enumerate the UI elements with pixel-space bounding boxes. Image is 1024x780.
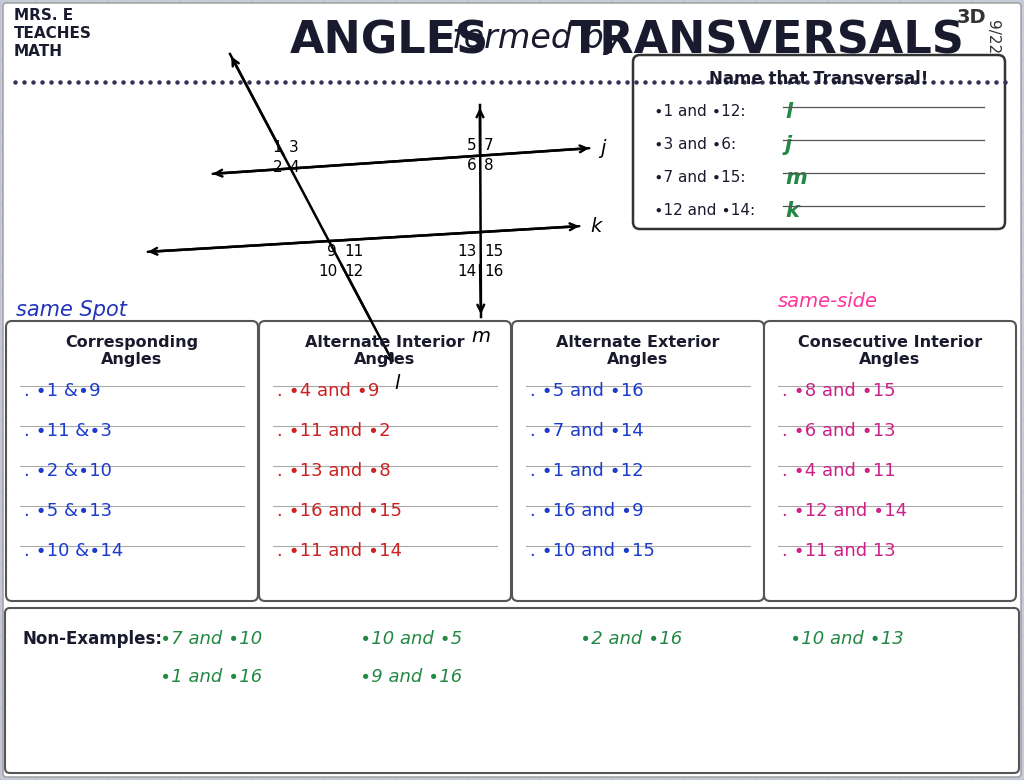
Text: 12: 12 [344, 264, 364, 279]
Text: . ∙2 &∙10: . ∙2 &∙10 [24, 462, 112, 480]
FancyBboxPatch shape [512, 321, 764, 601]
Text: . ∙16 and ∙9: . ∙16 and ∙9 [530, 502, 644, 520]
Text: . ∙10 &∙14: . ∙10 &∙14 [24, 542, 123, 560]
Text: . ∙5 &∙13: . ∙5 &∙13 [24, 502, 112, 520]
Text: ∙10 and ∙5: ∙10 and ∙5 [360, 630, 462, 648]
Text: . ∙11 and 13: . ∙11 and 13 [782, 542, 896, 560]
Text: . ∙13 and ∙8: . ∙13 and ∙8 [278, 462, 390, 480]
Text: j: j [785, 135, 793, 155]
Text: 9/22: 9/22 [985, 20, 1000, 54]
Text: j: j [600, 139, 605, 158]
Text: 4: 4 [289, 160, 299, 175]
Text: ∙2 and ∙16: ∙2 and ∙16 [580, 630, 682, 648]
Text: 11: 11 [344, 244, 364, 259]
Text: ∙1 and ∙16: ∙1 and ∙16 [160, 668, 262, 686]
Text: 15: 15 [484, 244, 503, 259]
Text: . ∙12 and ∙14: . ∙12 and ∙14 [782, 502, 907, 520]
Text: . ∙6 and ∙13: . ∙6 and ∙13 [782, 422, 896, 440]
Text: k: k [785, 201, 799, 221]
Text: 7: 7 [484, 138, 494, 153]
Text: ANGLES: ANGLES [290, 20, 489, 63]
Text: . ∙4 and ∙9: . ∙4 and ∙9 [278, 382, 379, 400]
Text: TRANSVERSALS: TRANSVERSALS [570, 20, 965, 63]
Text: 10: 10 [318, 264, 338, 279]
Text: 3D: 3D [957, 8, 987, 27]
Text: k: k [590, 217, 601, 236]
FancyBboxPatch shape [6, 321, 258, 601]
Text: . ∙1 and ∙12: . ∙1 and ∙12 [530, 462, 644, 480]
Text: ∙1 and ∙12:: ∙1 and ∙12: [654, 104, 745, 119]
Text: Name that Transversal!: Name that Transversal! [710, 70, 929, 88]
Text: m: m [471, 327, 490, 346]
Text: m: m [785, 168, 807, 188]
Text: 5: 5 [467, 138, 477, 153]
FancyBboxPatch shape [5, 608, 1019, 773]
Text: ∙9 and ∙16: ∙9 and ∙16 [360, 668, 462, 686]
Text: 13: 13 [458, 244, 477, 259]
Text: ∙10 and ∙13: ∙10 and ∙13 [790, 630, 904, 648]
Text: Corresponding
Angles: Corresponding Angles [66, 335, 199, 367]
Text: . ∙8 and ∙15: . ∙8 and ∙15 [782, 382, 896, 400]
Text: same Spot: same Spot [16, 300, 127, 320]
Text: MRS. E
TEACHES
MATH: MRS. E TEACHES MATH [14, 8, 92, 59]
Text: 16: 16 [484, 264, 504, 279]
Text: 3: 3 [289, 140, 299, 155]
Text: ∙7 and ∙10: ∙7 and ∙10 [160, 630, 262, 648]
Text: formed by: formed by [452, 22, 624, 55]
Text: 1: 1 [272, 140, 282, 155]
Text: l: l [785, 102, 793, 122]
Text: 8: 8 [484, 158, 494, 173]
Text: 9: 9 [328, 244, 337, 259]
Text: Consecutive Interior
Angles: Consecutive Interior Angles [798, 335, 982, 367]
Text: . ∙11 and ∙2: . ∙11 and ∙2 [278, 422, 390, 440]
Text: Alternate Interior
Angles: Alternate Interior Angles [305, 335, 465, 367]
Text: Non-Examples:: Non-Examples: [22, 630, 162, 648]
Text: ∙12 and ∙14:: ∙12 and ∙14: [654, 203, 755, 218]
FancyBboxPatch shape [633, 55, 1005, 229]
FancyBboxPatch shape [764, 321, 1016, 601]
Text: ∙7 and ∙15:: ∙7 and ∙15: [654, 170, 745, 185]
Text: . ∙10 and ∙15: . ∙10 and ∙15 [530, 542, 655, 560]
Text: . ∙11 &∙3: . ∙11 &∙3 [24, 422, 112, 440]
Text: ∙3 and ∙6:: ∙3 and ∙6: [654, 137, 736, 152]
Text: . ∙16 and ∙15: . ∙16 and ∙15 [278, 502, 402, 520]
FancyBboxPatch shape [3, 3, 1021, 777]
Text: . ∙7 and ∙14: . ∙7 and ∙14 [530, 422, 644, 440]
Text: 6: 6 [467, 158, 477, 173]
Text: same-side: same-side [778, 292, 878, 311]
Text: . ∙5 and ∙16: . ∙5 and ∙16 [530, 382, 644, 400]
Text: 2: 2 [273, 160, 283, 175]
Text: . ∙4 and ∙11: . ∙4 and ∙11 [782, 462, 896, 480]
Text: Alternate Exterior
Angles: Alternate Exterior Angles [556, 335, 720, 367]
Text: . ∙1 &∙9: . ∙1 &∙9 [24, 382, 100, 400]
Text: . ∙11 and ∙14: . ∙11 and ∙14 [278, 542, 402, 560]
FancyBboxPatch shape [259, 321, 511, 601]
Text: l: l [394, 374, 399, 393]
Text: 14: 14 [458, 264, 477, 279]
